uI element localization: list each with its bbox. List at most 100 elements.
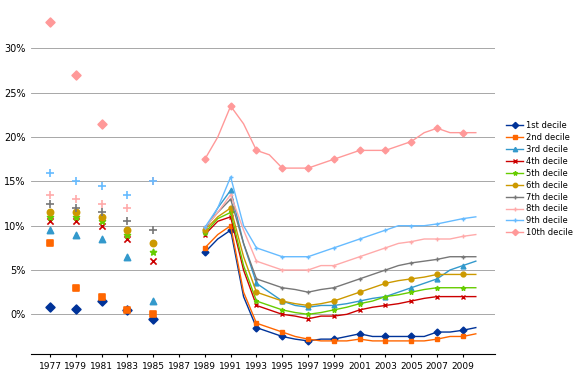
10th decile bbox=[201, 157, 208, 162]
6th decile bbox=[472, 272, 479, 277]
Point bbox=[148, 227, 158, 233]
Point bbox=[148, 298, 158, 304]
3rd decile bbox=[253, 281, 260, 285]
Point bbox=[97, 218, 106, 224]
Point bbox=[148, 178, 158, 184]
5th decile bbox=[459, 285, 466, 290]
Point bbox=[97, 183, 106, 189]
1st decile bbox=[382, 334, 389, 339]
4th decile bbox=[343, 312, 350, 316]
5th decile bbox=[343, 305, 350, 309]
Point bbox=[45, 240, 55, 246]
6th decile bbox=[266, 294, 273, 299]
3rd decile bbox=[214, 206, 221, 210]
10th decile bbox=[395, 144, 402, 148]
7th decile bbox=[420, 259, 427, 263]
8th decile bbox=[253, 259, 260, 263]
6th decile bbox=[304, 303, 311, 308]
4th decile bbox=[279, 312, 286, 316]
4th decile bbox=[201, 232, 208, 237]
9th decile bbox=[459, 216, 466, 221]
5th decile bbox=[369, 299, 376, 303]
Point bbox=[148, 249, 158, 255]
Point bbox=[123, 307, 132, 313]
8th decile bbox=[447, 237, 454, 241]
9th decile bbox=[356, 237, 363, 241]
4th decile bbox=[472, 294, 479, 299]
7th decile bbox=[472, 255, 479, 259]
10th decile bbox=[434, 126, 441, 130]
2nd decile bbox=[408, 339, 415, 343]
4th decile bbox=[240, 268, 247, 272]
4th decile bbox=[304, 316, 311, 321]
2nd decile bbox=[279, 330, 286, 334]
8th decile bbox=[472, 232, 479, 237]
5th decile bbox=[240, 263, 247, 268]
5th decile bbox=[292, 310, 299, 315]
3rd decile bbox=[356, 299, 363, 303]
2nd decile bbox=[266, 326, 273, 330]
Point bbox=[123, 307, 132, 313]
Point bbox=[45, 209, 55, 215]
10th decile bbox=[382, 148, 389, 153]
5th decile bbox=[317, 310, 324, 315]
Line: 8th decile: 8th decile bbox=[202, 192, 478, 273]
9th decile bbox=[420, 224, 427, 228]
Point bbox=[148, 240, 158, 246]
1st decile bbox=[317, 337, 324, 341]
10th decile bbox=[343, 153, 350, 157]
3rd decile bbox=[408, 285, 415, 290]
10th decile bbox=[227, 104, 234, 108]
9th decile bbox=[201, 225, 208, 230]
Point bbox=[148, 311, 158, 317]
10th decile bbox=[304, 166, 311, 170]
5th decile bbox=[253, 299, 260, 303]
9th decile bbox=[331, 246, 338, 250]
3rd decile bbox=[331, 303, 338, 308]
9th decile bbox=[369, 232, 376, 237]
Point bbox=[45, 227, 55, 233]
Point bbox=[71, 306, 81, 312]
Point bbox=[71, 214, 81, 220]
1st decile bbox=[408, 334, 415, 339]
8th decile bbox=[292, 268, 299, 272]
9th decile bbox=[317, 250, 324, 255]
8th decile bbox=[434, 237, 441, 241]
8th decile bbox=[266, 263, 273, 268]
Point bbox=[148, 178, 158, 184]
Point bbox=[97, 121, 106, 127]
3rd decile bbox=[420, 281, 427, 285]
9th decile bbox=[253, 246, 260, 250]
6th decile bbox=[253, 290, 260, 294]
2nd decile bbox=[434, 337, 441, 341]
9th decile bbox=[382, 228, 389, 232]
4th decile bbox=[317, 314, 324, 318]
3rd decile bbox=[266, 290, 273, 294]
Point bbox=[123, 227, 132, 233]
7th decile bbox=[395, 263, 402, 268]
Point bbox=[71, 178, 81, 184]
1st decile bbox=[253, 326, 260, 330]
1st decile bbox=[331, 337, 338, 341]
8th decile bbox=[304, 268, 311, 272]
8th decile bbox=[331, 263, 338, 268]
5th decile bbox=[266, 303, 273, 308]
2nd decile bbox=[447, 334, 454, 339]
1st decile bbox=[240, 294, 247, 299]
5th decile bbox=[434, 285, 441, 290]
1st decile bbox=[356, 332, 363, 336]
9th decile bbox=[292, 255, 299, 259]
2nd decile bbox=[472, 332, 479, 336]
1st decile bbox=[201, 250, 208, 255]
6th decile bbox=[201, 228, 208, 232]
8th decile bbox=[408, 239, 415, 244]
Point bbox=[45, 192, 55, 198]
2nd decile bbox=[343, 339, 350, 343]
4th decile bbox=[369, 305, 376, 309]
1st decile bbox=[266, 330, 273, 334]
Line: 6th decile: 6th decile bbox=[202, 206, 478, 308]
Point bbox=[71, 285, 81, 291]
10th decile bbox=[420, 130, 427, 135]
Line: 1st decile: 1st decile bbox=[202, 228, 478, 344]
7th decile bbox=[331, 285, 338, 290]
